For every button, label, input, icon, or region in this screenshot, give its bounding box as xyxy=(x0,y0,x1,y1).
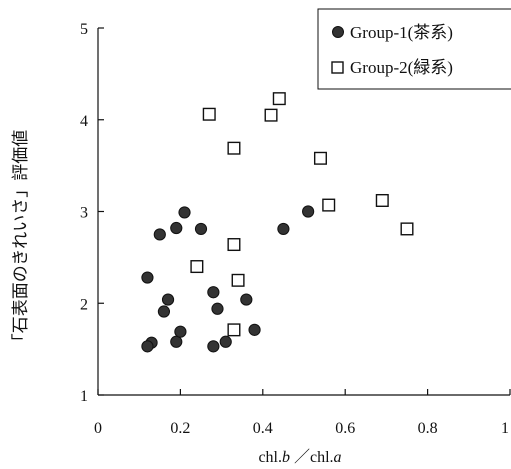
data-point-group-2 xyxy=(322,198,336,212)
y-axis-label: 「石表面のきれいさ」評価値 xyxy=(11,130,31,351)
x-tick-label: 0.8 xyxy=(418,420,438,437)
x-axis-label: chl.b ／chl.a xyxy=(258,449,341,466)
data-point-group-1 xyxy=(211,302,224,315)
x-tick-label: 0.4 xyxy=(253,420,273,437)
data-point-group-2 xyxy=(272,92,286,106)
x-tick-label: 0.2 xyxy=(170,420,190,437)
data-point-group-1 xyxy=(207,340,220,353)
x-tick-label: 0.6 xyxy=(335,420,355,437)
data-point-group-1 xyxy=(194,222,208,236)
y-tick-label: 5 xyxy=(80,21,88,38)
data-point-group-2 xyxy=(264,108,278,122)
y-tick-label: 1 xyxy=(80,388,88,405)
data-point-group-2 xyxy=(400,222,414,236)
data-point-group-2 xyxy=(313,151,327,165)
legend-box xyxy=(317,8,511,90)
legend: Group-1(茶系) Group-2(緑系) xyxy=(317,8,511,90)
y-tick-label: 2 xyxy=(80,296,88,313)
legend-marker-group-1 xyxy=(332,26,344,38)
data-point-group-2 xyxy=(227,323,241,337)
data-point-group-2 xyxy=(227,141,241,155)
data-point-group-1 xyxy=(240,293,253,306)
data-point-group-1 xyxy=(141,340,154,353)
x-tick-group: 0 0.2 0.4 0.6 0.8 1 xyxy=(94,389,511,437)
y-tick-label: 4 xyxy=(80,113,88,130)
data-point-group-1 xyxy=(178,206,191,219)
x-tick-label: 1 xyxy=(501,420,509,437)
data-point-group-1 xyxy=(302,205,315,218)
data-point-group-2 xyxy=(375,193,389,207)
data-point-group-1 xyxy=(141,271,154,284)
data-point-group-1 xyxy=(248,323,261,336)
data-point-group-2 xyxy=(231,273,245,287)
data-point-group-1 xyxy=(174,325,187,338)
y-tick-label: 3 xyxy=(80,205,88,222)
data-point-group-1 xyxy=(170,335,183,348)
data-point-group-1 xyxy=(157,305,171,318)
data-point-group-1 xyxy=(277,222,290,236)
legend-marker-group-2 xyxy=(331,61,344,74)
data-point-group-1 xyxy=(170,221,183,235)
data-point-group-1 xyxy=(161,293,175,306)
data-points xyxy=(141,92,414,353)
data-point-group-2 xyxy=(190,260,204,274)
data-point-group-2 xyxy=(227,238,241,252)
data-point-group-1 xyxy=(153,228,166,241)
legend-label-group-1: Group-1(茶系) xyxy=(350,23,453,42)
data-point-group-1 xyxy=(207,286,220,299)
data-point-group-1 xyxy=(219,335,232,348)
legend-label-group-2: Group-2(緑系) xyxy=(350,58,453,77)
y-tick-group: 1 2 3 4 5 xyxy=(80,21,104,405)
x-tick-label: 0 xyxy=(94,420,102,437)
data-point-group-2 xyxy=(202,107,216,121)
